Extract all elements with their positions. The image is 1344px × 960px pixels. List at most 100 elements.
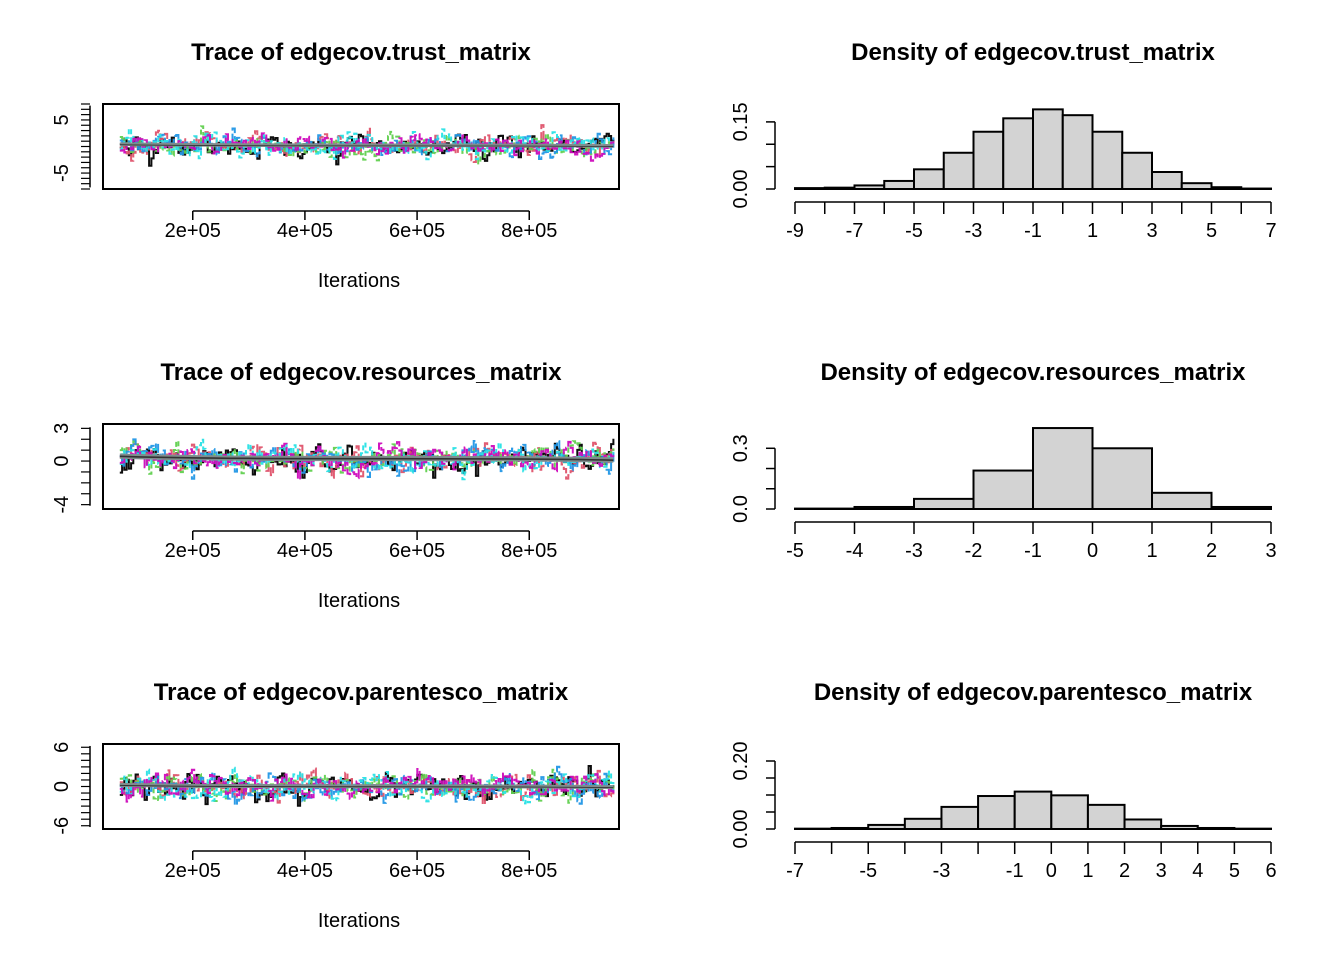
y-axis: -4 0 3 bbox=[51, 423, 91, 514]
histogram-bar bbox=[913, 168, 945, 191]
x-tick-label: -3 bbox=[965, 220, 983, 242]
smooth-line-1 bbox=[119, 456, 614, 463]
panel-2: Density of edgecov.trust_matrix-9 -7 -5 -3-… bbox=[730, 39, 1277, 242]
histogram-bar bbox=[903, 817, 943, 830]
y-tick-label: 5 bbox=[51, 114, 73, 125]
x-tick-label: 8e+05 bbox=[501, 540, 557, 562]
x-axis: -9 -7 -5 -3 -1 1 3 5 7 bbox=[786, 201, 1277, 242]
x-tick-label: 0 bbox=[1046, 860, 1057, 882]
trace-series-6 bbox=[119, 768, 615, 803]
x-tick-label: 3 bbox=[1156, 860, 1167, 882]
x-tick-label: -5 bbox=[905, 220, 923, 242]
histogram-bar bbox=[1061, 114, 1094, 190]
plot-box bbox=[102, 743, 620, 830]
x-tick-label: 1 bbox=[1087, 220, 1098, 242]
y-tick-label: 0.3 bbox=[730, 434, 752, 462]
histogram-bar bbox=[977, 795, 1016, 831]
histogram-bar bbox=[1091, 130, 1124, 191]
histogram-bars bbox=[794, 108, 1272, 191]
chart-title: Trace of edgecov.parentesco_matrix bbox=[154, 679, 569, 706]
x-tick-label: 1 bbox=[1082, 860, 1093, 882]
histogram-bar bbox=[972, 469, 1034, 510]
y-tick-label: -4 bbox=[51, 496, 73, 514]
x-tick-label: -5 bbox=[859, 860, 877, 882]
y-tick-label: 6 bbox=[51, 742, 73, 753]
x-tick-label: -7 bbox=[846, 220, 864, 242]
y-tick-label: 0.15 bbox=[730, 102, 752, 141]
x-tick-label: 0 bbox=[1087, 540, 1098, 562]
x-axis: 2e+05 4e+05 6e+05 8e+05 bbox=[165, 530, 557, 562]
chart-title: Density of edgecov.trust_matrix bbox=[851, 39, 1215, 66]
y-tick-label: -5 bbox=[51, 164, 73, 182]
histogram-bar bbox=[1121, 151, 1153, 190]
panel-6: Density of edgecov.parentesco_matrix -7 -5… bbox=[730, 679, 1277, 882]
chart-title: Trace of edgecov.resources_matrix bbox=[160, 359, 562, 386]
x-tick-label: -4 bbox=[846, 540, 864, 562]
histogram-bar bbox=[1151, 171, 1183, 190]
y-tick-label: 0.20 bbox=[730, 742, 752, 781]
x-tick-label: 6e+05 bbox=[389, 220, 445, 242]
histogram-bar bbox=[1091, 447, 1153, 510]
trace-lines bbox=[119, 124, 615, 167]
smooth-line-3 bbox=[119, 453, 614, 460]
histogram-bar bbox=[1002, 117, 1034, 190]
panel-1: Trace of edgecov.trust_matrix 2e+05 4e+05 6… bbox=[51, 39, 620, 292]
x-tick-label: 2e+05 bbox=[165, 220, 221, 242]
trace-lines bbox=[119, 765, 615, 807]
x-axis-title: Iterations bbox=[318, 590, 400, 612]
x-tick-label: 4 bbox=[1192, 860, 1203, 882]
x-tick-label: 6e+05 bbox=[389, 540, 445, 562]
x-axis: 2e+05 4e+05 6e+05 8e+05 bbox=[165, 210, 557, 242]
x-tick-label: 3 bbox=[1146, 220, 1157, 242]
x-tick-label: 4e+05 bbox=[277, 540, 333, 562]
x-tick-label: -9 bbox=[786, 220, 804, 242]
y-tick-label: 0.00 bbox=[730, 170, 752, 209]
histogram-bar bbox=[1086, 803, 1126, 830]
x-tick-label: 7 bbox=[1265, 220, 1276, 242]
chart-title: Density of edgecov.resources_matrix bbox=[820, 359, 1246, 386]
smooth-line-3 bbox=[119, 782, 614, 788]
histogram-bar bbox=[1032, 108, 1064, 190]
histogram-bar bbox=[883, 179, 915, 191]
histogram-bar bbox=[1013, 790, 1053, 830]
x-tick-label: -1 bbox=[1006, 860, 1024, 882]
y-axis: -6 0 6 bbox=[51, 742, 91, 835]
y-axis: 0.0 0.3 bbox=[730, 434, 776, 523]
x-axis-title: Iterations bbox=[318, 910, 400, 932]
x-tick-label: 1 bbox=[1146, 540, 1157, 562]
x-tick-label: 3 bbox=[1265, 540, 1276, 562]
histogram-bars bbox=[794, 427, 1272, 511]
x-tick-label: -3 bbox=[933, 860, 951, 882]
histogram-bar bbox=[1032, 427, 1094, 510]
y-tick-label: 0.00 bbox=[730, 810, 752, 849]
x-tick-label: 5 bbox=[1229, 860, 1240, 882]
histogram-bar bbox=[1050, 794, 1089, 831]
x-tick-label: 8e+05 bbox=[501, 220, 557, 242]
y-axis: 0.00 0.20 bbox=[730, 742, 776, 849]
histogram-bars bbox=[794, 790, 1273, 831]
x-tick-label: 2 bbox=[1206, 540, 1217, 562]
y-axis: 0.00 0.15 bbox=[730, 102, 776, 209]
x-axis: 2e+05 4e+05 6e+05 8e+05 bbox=[165, 850, 557, 882]
x-tick-label: 2e+05 bbox=[165, 860, 221, 882]
x-tick-label: -1 bbox=[1024, 540, 1042, 562]
y-tick-label: 3 bbox=[51, 423, 73, 434]
panel-4: Density of edgecov.resources_matrix-5 -4-… bbox=[730, 359, 1277, 562]
y-tick-label: 0 bbox=[51, 781, 73, 792]
histogram-bar bbox=[1151, 491, 1213, 510]
smooth-line-2 bbox=[119, 455, 614, 461]
histogram-bar bbox=[1123, 818, 1163, 830]
plot-box bbox=[102, 423, 620, 510]
y-tick-label: 0 bbox=[51, 455, 73, 466]
y-tick-label: -6 bbox=[51, 817, 73, 835]
x-tick-label: 6 bbox=[1265, 860, 1276, 882]
x-axis: -5 -4 -3 -2 -1 0 1 2 3 bbox=[786, 521, 1277, 562]
trace-lines bbox=[119, 438, 615, 481]
x-tick-label: -3 bbox=[905, 540, 923, 562]
x-tick-label: 4e+05 bbox=[277, 220, 333, 242]
histogram-bar bbox=[942, 151, 975, 190]
smooth-line-3 bbox=[119, 142, 614, 147]
x-tick-label: 2e+05 bbox=[165, 540, 221, 562]
x-tick-label: 4e+05 bbox=[277, 860, 333, 882]
